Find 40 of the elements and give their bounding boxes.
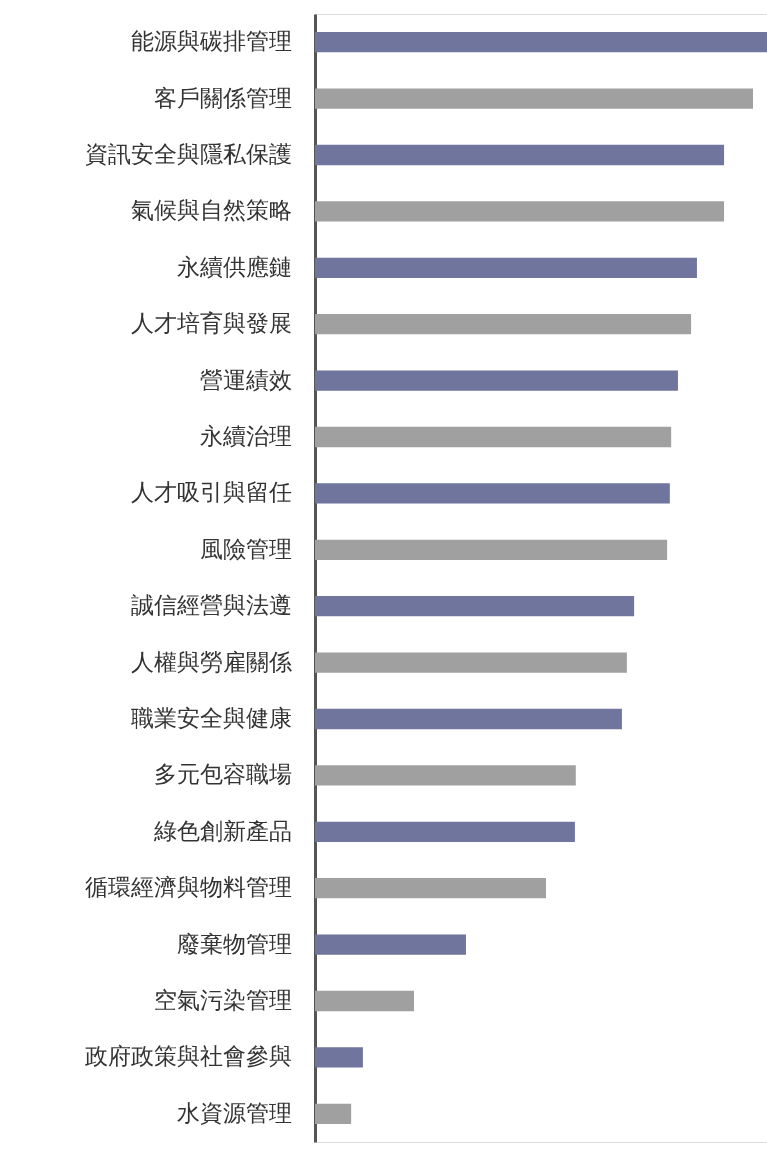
y-tick-label: 人才吸引與留任 [130,479,292,506]
y-tick-label: 資訊安全與隱私保護 [84,141,292,167]
bar [315,539,668,560]
bar [315,1047,363,1068]
bar [315,765,576,786]
y-tick-label: 風險管理 [199,535,292,562]
y-tick-label: 多元包容職場 [153,761,292,788]
bar [315,934,466,955]
y-tick-label: 空氣污染管理 [153,987,292,1013]
bar [315,32,767,53]
y-tick-label: 政府政策與社會參與 [84,1043,292,1070]
bar [315,144,725,166]
bar [315,878,546,899]
y-tick-label: 永續治理 [199,423,292,449]
y-tick-label: 能源與碳排管理 [130,28,292,55]
y-tick-label: 綠色創新產品 [152,817,292,844]
bar [315,88,753,109]
bar [315,426,672,448]
bar [315,483,670,504]
y-tick-label: 循環經濟與物料管理 [84,874,292,901]
bar [315,1103,352,1124]
bar [315,370,678,391]
bar [315,708,622,730]
bar [315,201,725,222]
y-tick-label: 人權與勞雇關係 [130,648,292,675]
y-tick-label: 人才培育與發展 [130,310,292,337]
bar [315,257,697,278]
y-tick-label: 水資源管理 [176,1099,292,1126]
y-tick-label: 職業安全與健康 [130,705,292,731]
y-tick-label: 氣候與自然策略 [130,197,292,224]
bar [315,652,627,673]
bar [315,596,635,617]
y-tick-label: 營運績效 [199,366,292,393]
y-tick-label: 誠信經營與法遵 [130,592,292,619]
bar [315,314,692,335]
bar [315,990,414,1012]
y-tick-label: 永續供應鏈 [176,253,292,280]
y-tick-label: 廢棄物管理 [176,930,292,957]
bar [315,821,575,842]
y-tick-label: 客戶關係管理 [153,84,292,111]
